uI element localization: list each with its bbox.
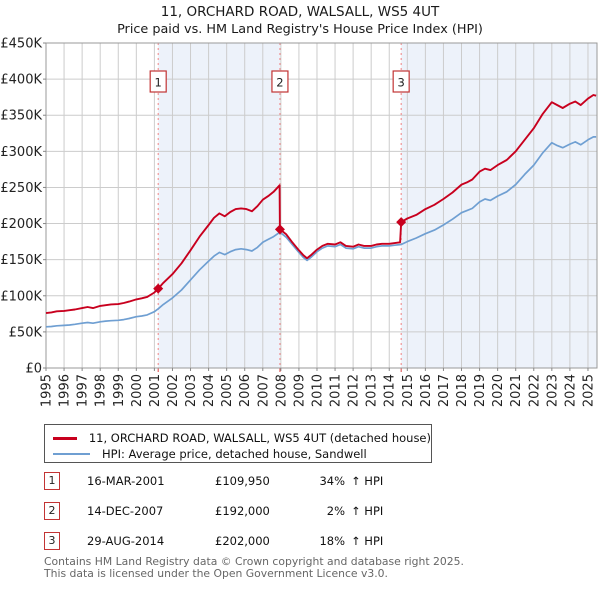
ownership-band [401, 43, 597, 368]
x-tick-label: 2005 [220, 374, 235, 407]
x-tick-label: 2022 [527, 374, 542, 407]
sale-number-box [149, 70, 167, 93]
page-subtitle: Price paid vs. HM Land Registry's House … [117, 22, 483, 37]
x-tick-label: 2019 [473, 374, 488, 407]
sale-price: £202,000 [215, 534, 270, 548]
x-tick-label: 2024 [563, 374, 578, 407]
ownership-band [158, 43, 280, 368]
y-tick-label: £400K [0, 73, 42, 88]
x-tick-label: 2000 [130, 374, 145, 407]
legend-item-property: 11, ORCHARD ROAD, WALSALL, WS5 4UT (deta… [53, 430, 431, 446]
y-tick-label: £0 [25, 362, 42, 377]
footer: Contains HM Land Registry data © Crown c… [44, 556, 464, 579]
x-tick-label: 2001 [148, 374, 163, 407]
x-tick-label: 2023 [545, 374, 560, 407]
x-tick-label: 2020 [491, 374, 506, 407]
x-tick-label: 2006 [238, 374, 253, 407]
sale-number-badge: 2 [44, 502, 60, 520]
y-tick-label: £450K [0, 37, 42, 52]
sale-price: £109,950 [215, 474, 270, 488]
sale-hpi-delta: 18% [319, 534, 345, 548]
y-tick-label: £50K [9, 325, 43, 340]
sale-row-2: 2 14-DEC-2007 £192,000 2% ↑ HPI [44, 502, 383, 520]
legend-label: 11, ORCHARD ROAD, WALSALL, WS5 4UT (deta… [88, 431, 431, 445]
x-tick-label: 2011 [329, 374, 344, 407]
footer-copyright: Contains HM Land Registry data © Crown c… [44, 555, 464, 568]
y-tick-label: £150K [0, 253, 42, 268]
sale-hpi-delta: 34% [319, 474, 345, 488]
sale-price: £192,000 [215, 504, 270, 518]
y-tick-label: £200K [0, 217, 42, 232]
x-tick-label: 1998 [94, 374, 109, 407]
x-tick-label: 2013 [365, 374, 380, 407]
sale-number-box [271, 70, 289, 93]
x-tick-label: 2015 [401, 374, 416, 407]
sale-date: 16-MAR-2001 [87, 474, 165, 488]
x-tick-label: 2004 [202, 374, 217, 407]
y-tick-label: £250K [0, 181, 42, 196]
y-tick-label: £300K [0, 145, 42, 160]
x-tick-label: 2025 [581, 374, 596, 407]
sale-number-box [392, 70, 410, 93]
sale-marker [396, 217, 407, 228]
sale-hpi-direction: ↑ HPI [351, 474, 384, 488]
legend: 11, ORCHARD ROAD, WALSALL, WS5 4UT (deta… [44, 424, 432, 463]
y-tick-label: £350K [0, 109, 42, 124]
sale-hpi-direction: ↑ HPI [351, 534, 384, 548]
sale-marker [274, 224, 285, 235]
x-tick-label: 1996 [58, 374, 73, 407]
x-tick-label: 2018 [455, 374, 470, 407]
property-line-swatch [53, 436, 77, 440]
sale-number-label: 1 [155, 76, 162, 90]
x-tick-label: 2007 [256, 374, 271, 407]
x-tick-label: 2017 [437, 374, 452, 407]
sale-number-label: 3 [398, 76, 405, 90]
x-tick-label: 2016 [419, 374, 434, 407]
sale-row-1: 1 16-MAR-2001 £109,950 34% ↑ HPI [44, 472, 383, 490]
x-tick-label: 2008 [274, 374, 289, 407]
x-tick-label: 1995 [40, 374, 55, 407]
hpi-line-swatch [53, 452, 90, 456]
x-tick-label: 2010 [310, 374, 325, 407]
x-tick-label: 1997 [76, 374, 91, 407]
page-title: 11, ORCHARD ROAD, WALSALL, WS5 4UT [160, 4, 440, 20]
sale-number-badge: 1 [44, 472, 60, 490]
hpi-line [45, 136, 597, 328]
property-price-line [45, 94, 597, 315]
y-tick-label: £100K [0, 289, 42, 304]
sale-date: 29-AUG-2014 [87, 534, 165, 548]
sale-hpi-direction: ↑ HPI [351, 504, 384, 518]
sale-marker [153, 283, 164, 294]
sale-row-3: 3 29-AUG-2014 £202,000 18% ↑ HPI [44, 532, 383, 550]
sale-number-label: 2 [276, 76, 283, 90]
plot-frame [45, 42, 598, 369]
footer-licence: This data is licensed under the Open Gov… [44, 566, 388, 580]
legend-item-hpi: HPI: Average price, detached house, Sand… [53, 446, 431, 462]
sale-number-badge: 3 [44, 532, 60, 550]
x-tick-label: 2014 [383, 374, 398, 407]
legend-label: HPI: Average price, detached house, Sand… [102, 447, 367, 461]
x-tick-label: 2012 [347, 374, 362, 407]
x-tick-label: 2009 [292, 374, 307, 407]
x-tick-label: 2003 [184, 374, 199, 407]
x-tick-label: 1999 [112, 374, 127, 407]
sale-date: 14-DEC-2007 [87, 504, 164, 518]
sale-hpi-delta: 2% [326, 504, 345, 518]
x-tick-label: 2002 [166, 374, 181, 407]
x-tick-label: 2021 [509, 374, 524, 407]
